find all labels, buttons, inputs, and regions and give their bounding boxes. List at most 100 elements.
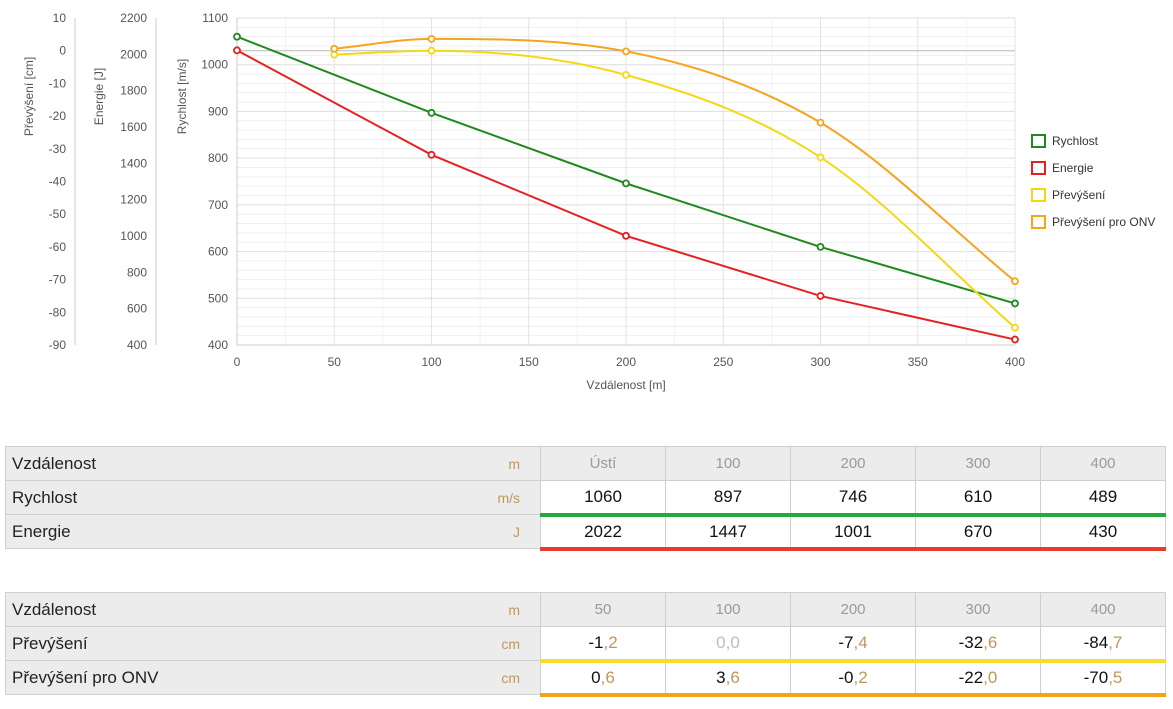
data-point-energie <box>622 231 630 240</box>
energie-tick-label: 2000 <box>120 47 147 61</box>
legend-swatch[interactable] <box>1031 161 1046 175</box>
rychlost-tick-label: 1100 <box>202 11 228 25</box>
x-axis-title: Vzdálenost [m] <box>586 378 665 392</box>
value-cell: 0,0 <box>665 626 791 663</box>
data-point-prevyseni-pro-onv <box>816 118 825 127</box>
legend-label[interactable]: Převýšení pro ONV <box>1052 215 1155 229</box>
data-point-prevyseni-pro-onv <box>330 44 339 53</box>
prevyseni-tick-label: -10 <box>49 76 67 90</box>
value-decimal-part: ,7 <box>1108 632 1123 652</box>
x-tick-label: 250 <box>713 355 733 369</box>
prevyseni-tick-label: -40 <box>49 175 67 189</box>
distance-cell: 50 <box>540 592 666 627</box>
legend-swatch[interactable] <box>1031 134 1046 148</box>
value-decimal-part: ,5 <box>1108 667 1123 687</box>
distance-cell: 200 <box>790 446 916 481</box>
x-tick-label: 200 <box>616 355 636 369</box>
energie-axis-title: Energie [J] <box>92 68 106 125</box>
x-tick-label: 150 <box>519 355 539 369</box>
energie-tick-label: 1600 <box>120 120 147 134</box>
value-cell: -70,5 <box>1040 660 1166 697</box>
table-row: Vzdálenost m 50 100 200 300 400 <box>5 592 1166 627</box>
value-integer-part: -84 <box>1083 632 1109 652</box>
value-cell: 3,6 <box>665 660 791 697</box>
row-unit: J <box>285 514 541 549</box>
legend[interactable]: Rychlost Energie Převýšení Převýšení pro ON… <box>1031 134 1155 229</box>
value-cell: -32,6 <box>915 626 1041 663</box>
prevyseni-tick-label: -20 <box>49 109 67 123</box>
data-point-prevyseni <box>427 46 436 55</box>
distance-cell: 200 <box>790 592 916 627</box>
row-unit: m/s <box>285 480 541 515</box>
prevyseni-tick-label: -50 <box>49 207 67 221</box>
distance-cell: 100 <box>665 446 791 481</box>
rychlost-tick-label: 900 <box>208 104 228 118</box>
value-integer-part: 0 <box>716 632 726 652</box>
value-decimal-part: ,6 <box>725 667 740 687</box>
series-layer <box>233 32 1019 344</box>
table-row: Rychlost m/s 1060 897 746 610 489 <box>5 480 1166 517</box>
value-cell: -0,2 <box>790 660 916 697</box>
value-integer-part: -70 <box>1083 667 1109 687</box>
data-point-prevyseni <box>1011 323 1019 332</box>
legend-label[interactable]: Rychlost <box>1052 134 1099 148</box>
value-cell: 670 <box>915 514 1041 551</box>
data-point-rychlost <box>1011 299 1019 308</box>
table-row: Energie J 2022 1447 1001 670 430 <box>5 514 1166 551</box>
rychlost-tick-label: 800 <box>208 151 228 165</box>
value-cell: 746 <box>790 480 916 517</box>
row-label: Rychlost <box>5 480 286 515</box>
data-point-prevyseni-pro-onv <box>622 47 630 56</box>
row-unit: cm <box>285 626 541 661</box>
value-cell: -22,0 <box>915 660 1041 697</box>
row-label: Vzdálenost <box>5 592 286 627</box>
data-point-energie <box>233 46 241 55</box>
rychlost-axis-title: Rychlost [m/s] <box>175 59 189 134</box>
data-point-prevyseni-pro-onv <box>1011 277 1019 286</box>
legend-label[interactable]: Převýšení <box>1052 188 1106 202</box>
prevyseni-axis-title: Převýšení [cm] <box>22 57 36 136</box>
prevyseni-tick-label: 0 <box>59 44 66 58</box>
row-label: Převýšení <box>5 626 286 661</box>
data-point-rychlost <box>427 108 436 117</box>
legend-swatch[interactable] <box>1031 215 1046 229</box>
data-point-prevyseni <box>622 70 630 79</box>
x-tick-label: 350 <box>908 355 928 369</box>
value-integer-part: -1 <box>588 632 604 652</box>
x-tick-label: 0 <box>234 355 241 369</box>
row-unit: cm <box>285 660 541 695</box>
value-cell: 1447 <box>665 514 791 551</box>
value-cell: 0,6 <box>540 660 666 697</box>
value-integer-part: 0 <box>591 667 601 687</box>
energie-tick-label: 600 <box>127 302 147 316</box>
data-point-rychlost <box>233 32 241 41</box>
series-line-prevyseni-pro-onv <box>334 37 1016 283</box>
legend-swatch[interactable] <box>1031 188 1046 202</box>
value-integer-part: -32 <box>958 632 984 652</box>
prevyseni-tick-label: -30 <box>49 142 67 156</box>
energie-tick-label: 1200 <box>120 193 147 207</box>
row-label: Vzdálenost <box>5 446 286 481</box>
value-decimal-part: ,6 <box>600 667 615 687</box>
rychlost-tick-label: 700 <box>208 198 228 212</box>
row-label: Energie <box>5 514 286 549</box>
distance-cell: 400 <box>1040 592 1166 627</box>
prevyseni-tick-label: -80 <box>49 305 67 319</box>
legend-label[interactable]: Energie <box>1052 161 1094 175</box>
rychlost-tick-label: 600 <box>208 245 228 259</box>
prevyseni-tick-label: -60 <box>49 240 67 254</box>
distance-cell: 300 <box>915 592 1041 627</box>
value-decimal-part: ,2 <box>853 667 868 687</box>
row-unit: m <box>285 592 541 627</box>
value-cell: -1,2 <box>540 626 666 663</box>
x-tick-label: 50 <box>328 355 342 369</box>
distance-cell: 300 <box>915 446 1041 481</box>
value-integer-part: 3 <box>716 667 726 687</box>
table-rychlost-energie: Vzdálenost m Ústí 100 200 300 400 Rychlost m/s 10… <box>5 446 1166 551</box>
value-cell: 1060 <box>540 480 666 517</box>
value-cell: 489 <box>1040 480 1166 517</box>
energie-tick-label: 800 <box>127 265 147 279</box>
value-integer-part: -0 <box>838 667 854 687</box>
